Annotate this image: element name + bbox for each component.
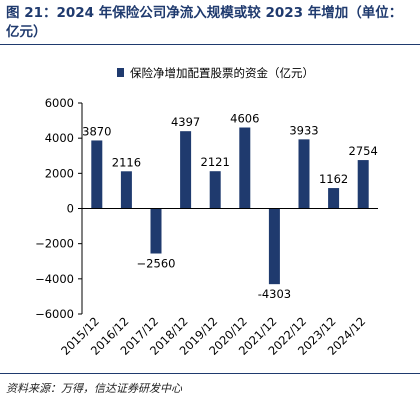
y-tick-label: 2000 <box>45 166 74 180</box>
data-label: 2116 <box>112 155 141 169</box>
bar <box>268 208 280 285</box>
source-note: 资料来源：万得，信达证券研发中心 <box>6 382 182 395</box>
title-divider <box>0 44 420 45</box>
y-tick-label: −2000 <box>35 237 74 251</box>
bar <box>91 140 103 209</box>
bar <box>298 139 310 209</box>
data-label: 3870 <box>82 124 111 138</box>
y-tick-label: 4000 <box>45 131 74 145</box>
legend: 保险净增加配置股票的资金（亿元） <box>117 66 314 80</box>
bar <box>328 188 340 209</box>
x-axis: 2015/122016/122017/122018/122019/122020/… <box>58 208 378 358</box>
data-label: 4606 <box>230 112 259 126</box>
y-tick-label: 0 <box>67 202 74 216</box>
legend-swatch <box>117 68 124 77</box>
data-label: 2121 <box>201 155 230 169</box>
data-label: −2560 <box>137 257 176 271</box>
bar <box>180 131 192 209</box>
data-label: 3933 <box>289 123 318 137</box>
data-label: 1162 <box>319 172 348 186</box>
bar <box>120 171 132 209</box>
bars: 3870 2116 −2560 4397 2121 4606 -4303 3933 116227… <box>82 112 378 302</box>
bar <box>150 208 162 254</box>
bar <box>239 127 251 209</box>
bar <box>209 171 221 209</box>
y-tick-label: −6000 <box>35 307 74 321</box>
y-tick-label: −4000 <box>35 272 74 286</box>
bar <box>357 160 369 209</box>
bar-chart: 保险净增加配置股票的资金（亿元） 6000 4000 2000 0 −2000 −4000… <box>35 66 378 358</box>
figure-title: 图 21：2024 年保险公司净流入规模或较 2023 年增加（单位：亿元） <box>6 5 403 40</box>
y-tick-label: 6000 <box>45 96 74 110</box>
data-label: 4397 <box>171 115 200 129</box>
source-divider <box>0 373 420 374</box>
y-axis: 6000 4000 2000 0 −2000 −4000 −6000 <box>35 96 83 321</box>
data-label: 2754 <box>349 144 378 158</box>
data-label: -4303 <box>258 287 291 301</box>
legend-label: 保险净增加配置股票的资金（亿元） <box>130 66 314 80</box>
